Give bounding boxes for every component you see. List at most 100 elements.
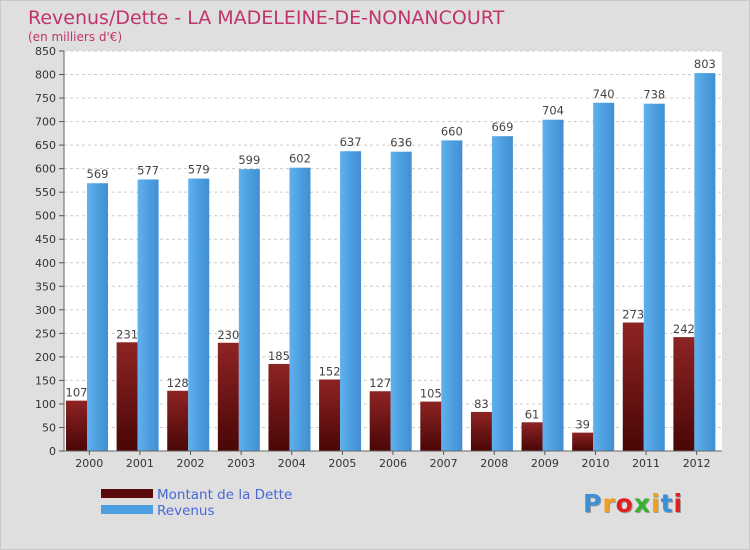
logo-letter: i	[673, 489, 684, 518]
value-label-dette: 230	[217, 328, 239, 342]
logo-letter: x	[633, 489, 651, 518]
bar-dette	[167, 390, 189, 451]
y-tick-label: 650	[35, 139, 56, 152]
value-label-dette: 83	[474, 397, 489, 411]
y-tick-label: 50	[42, 421, 56, 434]
value-label-dette: 242	[673, 322, 695, 336]
value-label-dette: 273	[622, 308, 644, 322]
bar-revenus	[441, 140, 463, 452]
value-label-dette: 231	[116, 327, 138, 341]
bar-revenus	[238, 169, 260, 451]
x-tick-label: 2003	[227, 457, 255, 470]
bars	[66, 73, 716, 452]
y-tick-label: 100	[35, 398, 56, 411]
logo-letter: r	[602, 489, 616, 518]
y-tick-label: 150	[35, 374, 56, 387]
bar-dette	[369, 391, 391, 451]
bar-revenus	[137, 179, 159, 451]
bar-dette	[268, 363, 290, 451]
bar-dette	[470, 411, 492, 451]
x-tick-label: 2011	[632, 457, 660, 470]
y-tick-label: 250	[35, 327, 56, 340]
value-label-dette: 127	[369, 376, 391, 390]
x-tick-label: 2005	[328, 457, 356, 470]
logo-letter: P	[583, 489, 603, 518]
value-label-dette: 152	[319, 364, 341, 378]
value-label-revenus: 579	[188, 163, 210, 177]
bar-dette	[319, 379, 341, 451]
chart-subtitle: (en milliers d'€)	[28, 30, 123, 44]
legend-label-dette: Montant de la Dette	[157, 487, 293, 503]
value-label-dette: 185	[268, 349, 290, 363]
value-label-revenus: 704	[542, 104, 564, 118]
bar-dette	[572, 432, 594, 451]
bar-revenus	[593, 102, 615, 451]
y-axis-ticks: 0 50 100 150 200 250 300 350 400 450 500 550 600 650 7…	[35, 45, 722, 458]
y-tick-label: 450	[35, 233, 56, 246]
x-axis-ticks: 2000 2001 2002 2003 2004 2005 2006 2007 2008 2009…	[75, 451, 711, 470]
value-labels: 107 569 231 577 128 579 230 599 185 602 152 637 127 6…	[66, 57, 716, 432]
x-tick-label: 2007	[430, 457, 458, 470]
value-label-dette: 61	[525, 407, 540, 421]
x-tick-label: 2006	[379, 457, 407, 470]
x-tick-label: 2010	[581, 457, 609, 470]
value-label-revenus: 602	[289, 152, 311, 166]
value-label-dette: 128	[167, 376, 189, 390]
value-label-dette: 107	[66, 386, 88, 400]
proxiti-logo: Proxiti	[583, 489, 683, 518]
y-tick-label: 500	[35, 210, 56, 223]
x-tick-label: 2004	[278, 457, 306, 470]
logo-letter: i	[651, 489, 661, 518]
value-label-revenus: 599	[238, 153, 260, 167]
y-tick-label: 200	[35, 351, 56, 364]
bar-revenus	[87, 183, 108, 451]
x-tick-label: 2009	[531, 457, 559, 470]
value-label-revenus: 636	[390, 136, 412, 150]
value-label-dette: 105	[420, 387, 442, 401]
bar-revenus	[390, 151, 412, 452]
bar-revenus	[340, 151, 362, 451]
bar-dette	[673, 337, 695, 451]
bar-dette	[66, 400, 87, 451]
bar-revenus	[491, 136, 513, 452]
bar-dette	[116, 342, 138, 451]
value-label-revenus: 637	[340, 135, 362, 149]
y-tick-label: 400	[35, 257, 56, 270]
y-tick-label: 550	[35, 186, 56, 199]
bar-revenus	[542, 119, 564, 452]
value-label-revenus: 577	[137, 163, 159, 177]
bar-dette	[217, 342, 239, 451]
value-label-revenus: 569	[87, 167, 109, 181]
value-label-revenus: 738	[643, 88, 665, 102]
x-tick-label: 2000	[75, 457, 103, 470]
y-tick-label: 800	[35, 69, 56, 82]
bar-revenus	[188, 178, 210, 451]
y-tick-label: 600	[35, 163, 56, 176]
bar-dette	[622, 322, 644, 451]
bar-revenus	[289, 167, 311, 452]
y-tick-label: 700	[35, 116, 56, 129]
x-tick-label: 2008	[480, 457, 508, 470]
value-label-revenus: 803	[694, 57, 716, 71]
y-tick-label: 300	[35, 304, 56, 317]
legend-swatch-dette	[101, 489, 153, 498]
y-tick-label: 0	[49, 445, 56, 458]
value-label-revenus: 660	[441, 124, 463, 138]
bar-revenus	[643, 103, 665, 452]
bar-dette	[420, 401, 442, 451]
y-tick-label: 850	[35, 45, 56, 58]
legend-swatch-revenus	[101, 505, 153, 514]
logo-letter: t	[660, 489, 674, 518]
x-tick-label: 2002	[177, 457, 205, 470]
value-label-revenus: 740	[593, 87, 615, 101]
x-tick-label: 2001	[126, 457, 154, 470]
value-label-dette: 39	[575, 418, 590, 432]
bar-dette	[521, 422, 543, 451]
y-tick-label: 350	[35, 280, 56, 293]
bar-revenus	[694, 73, 716, 451]
logo-letter: o	[615, 489, 634, 518]
chart-title: Revenus/Dette - LA MADELEINE-DE-NONANCOU…	[28, 7, 505, 29]
y-tick-label: 750	[35, 92, 56, 105]
